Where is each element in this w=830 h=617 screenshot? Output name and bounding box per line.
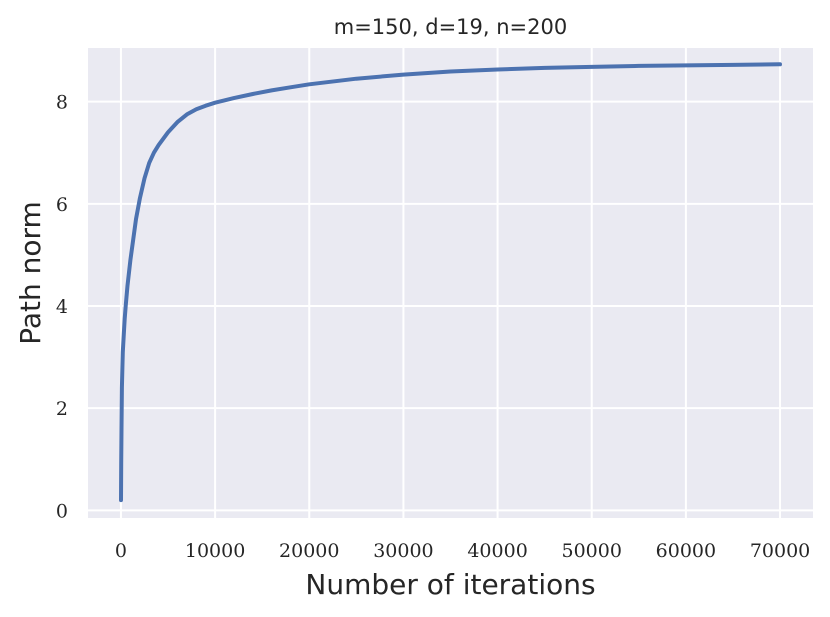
y-axis-label: Path norm: [14, 201, 47, 345]
series-lines: [119, 62, 782, 503]
x-tick-label: 0: [115, 540, 127, 562]
y-tick-label: 6: [56, 194, 68, 216]
grid-lines: [88, 48, 813, 518]
y-tick-label: 8: [56, 92, 68, 114]
series-line: [119, 62, 782, 503]
plot-area: [88, 48, 813, 518]
y-tick-label: 2: [56, 398, 68, 420]
x-axis-label: Number of iterations: [305, 568, 595, 601]
x-tick-label: 30000: [373, 540, 433, 562]
x-tick-label: 20000: [279, 540, 339, 562]
x-tick-label: 70000: [750, 540, 810, 562]
tick-labels: 0 10000 20000 30000 40000 50000 60000 70000 0 2 4 6…: [56, 92, 810, 562]
x-tick-label: 10000: [185, 540, 245, 562]
chart-title: m=150, d=19, n=200: [334, 15, 567, 39]
y-tick-label: 4: [56, 296, 68, 318]
x-tick-label: 60000: [656, 540, 716, 562]
x-tick-label: 50000: [562, 540, 622, 562]
x-tick-label: 40000: [467, 540, 527, 562]
y-tick-label: 0: [56, 500, 68, 522]
